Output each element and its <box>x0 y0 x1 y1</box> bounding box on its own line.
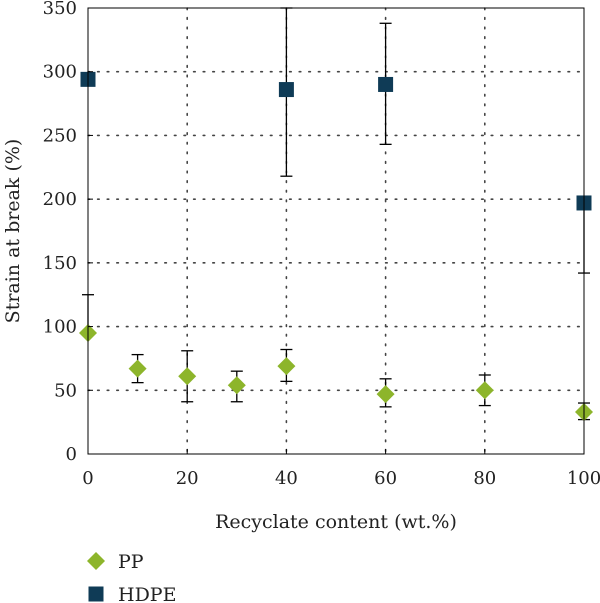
x-tick-label: 80 <box>473 468 496 489</box>
x-axis-title: Recyclate content (wt.%) <box>215 511 457 533</box>
markers <box>79 71 593 421</box>
x-tick-label: 0 <box>82 468 93 489</box>
x-tick-label: 20 <box>176 468 199 489</box>
y-tick-label: 350 <box>43 0 77 19</box>
pp-data-point <box>178 367 197 386</box>
y-axis-ticks: 0 50 100 150 200 250 300 350 <box>43 0 93 465</box>
y-tick-label: 100 <box>43 317 77 338</box>
pp-data-point <box>376 385 395 404</box>
x-axis-ticks: 0 20 40 60 80 100 <box>82 449 600 489</box>
y-tick-label: 200 <box>43 189 77 210</box>
pp-data-point <box>475 381 494 400</box>
legend: PP HDPE <box>87 551 176 603</box>
pp-legend-label: PP <box>118 551 144 573</box>
y-tick-label: 150 <box>43 253 77 274</box>
y-tick-label: 0 <box>66 444 77 465</box>
x-tick-label: 40 <box>275 468 298 489</box>
hdpe-legend-marker <box>88 586 104 602</box>
x-tick-label: 100 <box>567 468 600 489</box>
plot-frame <box>87 7 585 455</box>
y-axis-title: Strain at break (%) <box>2 139 24 324</box>
y-tick-label: 250 <box>43 125 77 146</box>
pp-legend-marker <box>87 552 105 570</box>
pp-data-point <box>128 359 147 378</box>
pp-data-point <box>227 376 246 395</box>
x-tick-label: 60 <box>374 468 397 489</box>
grid <box>87 7 585 455</box>
hdpe-legend-label: HDPE <box>118 584 176 603</box>
error-bars <box>82 7 590 421</box>
y-tick-label: 300 <box>43 62 77 83</box>
y-tick-label: 50 <box>54 380 77 401</box>
hdpe-data-point <box>278 82 294 98</box>
hdpe-data-point <box>378 76 394 92</box>
pp-data-point <box>277 357 296 376</box>
